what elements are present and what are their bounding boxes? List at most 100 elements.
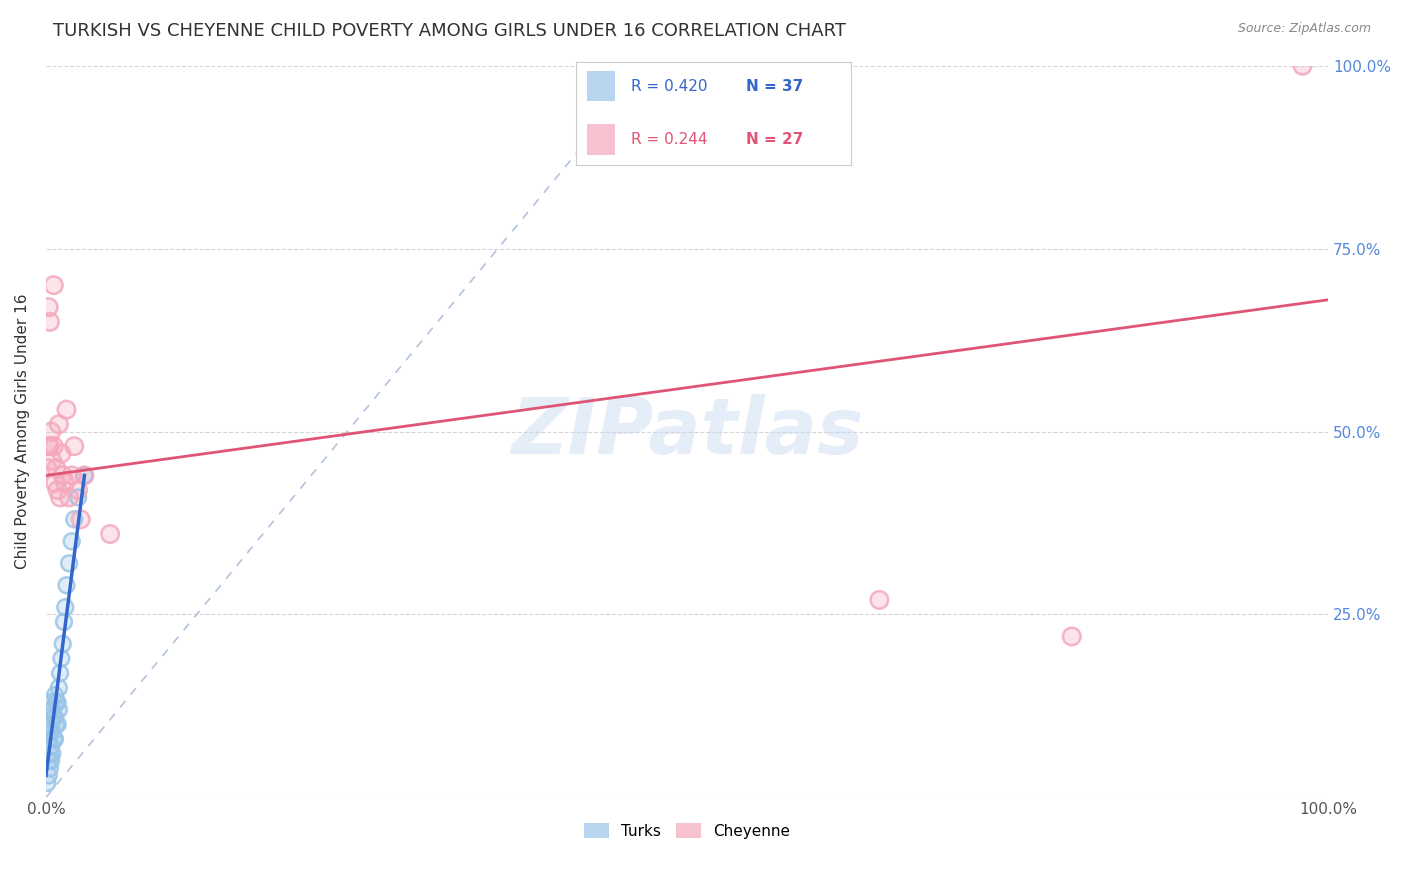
Point xyxy=(41,724,63,739)
Point xyxy=(868,592,890,607)
Point xyxy=(66,491,89,505)
Point xyxy=(55,578,77,592)
Point xyxy=(38,315,60,329)
Point xyxy=(48,681,70,695)
Point xyxy=(46,695,69,709)
Point xyxy=(42,439,65,453)
Point xyxy=(38,300,60,314)
Point xyxy=(51,651,73,665)
Point xyxy=(49,491,72,505)
Point xyxy=(42,439,65,453)
Point xyxy=(63,439,86,453)
Point xyxy=(41,703,63,717)
Point xyxy=(39,695,62,709)
Point xyxy=(58,556,80,570)
Point xyxy=(60,468,83,483)
Point xyxy=(66,483,89,497)
Point xyxy=(48,703,70,717)
Point xyxy=(48,417,70,432)
Point xyxy=(44,731,66,746)
Point xyxy=(37,461,59,475)
FancyBboxPatch shape xyxy=(588,124,614,155)
Point xyxy=(58,556,80,570)
Point xyxy=(53,600,76,615)
Point xyxy=(69,512,91,526)
Legend: Turks, Cheyenne: Turks, Cheyenne xyxy=(578,817,796,845)
Point xyxy=(98,527,121,541)
Point xyxy=(45,461,67,475)
FancyBboxPatch shape xyxy=(588,70,614,102)
Point xyxy=(38,724,60,739)
Point xyxy=(44,688,66,702)
Point xyxy=(39,739,62,754)
Point xyxy=(45,717,67,731)
Point xyxy=(73,468,96,483)
Point xyxy=(41,747,63,761)
Point xyxy=(55,402,77,417)
Point xyxy=(42,731,65,746)
Point xyxy=(39,425,62,439)
Point xyxy=(42,710,65,724)
Point xyxy=(39,754,62,768)
Text: TURKISH VS CHEYENNE CHILD POVERTY AMONG GIRLS UNDER 16 CORRELATION CHART: TURKISH VS CHEYENNE CHILD POVERTY AMONG … xyxy=(53,22,846,40)
Point xyxy=(73,468,96,483)
Point xyxy=(39,425,62,439)
Point xyxy=(38,300,60,314)
Text: Source: ZipAtlas.com: Source: ZipAtlas.com xyxy=(1237,22,1371,36)
Point xyxy=(49,666,72,681)
Text: ZIPatlas: ZIPatlas xyxy=(510,393,863,469)
Point xyxy=(48,417,70,432)
Point xyxy=(42,710,65,724)
Point xyxy=(39,717,62,731)
Point xyxy=(42,278,65,293)
Point xyxy=(60,534,83,549)
Point xyxy=(53,600,76,615)
Point xyxy=(45,695,67,709)
Point xyxy=(38,768,60,782)
Point xyxy=(60,468,83,483)
Point xyxy=(52,468,75,483)
Point xyxy=(45,695,67,709)
Point xyxy=(69,512,91,526)
Point xyxy=(38,761,60,775)
Point xyxy=(46,483,69,497)
Point xyxy=(38,761,60,775)
Point xyxy=(46,717,69,731)
Point xyxy=(38,439,60,453)
Point xyxy=(38,439,60,453)
Point xyxy=(58,491,80,505)
Point xyxy=(41,724,63,739)
Point xyxy=(46,717,69,731)
Point xyxy=(38,731,60,746)
Point xyxy=(1060,629,1083,643)
Text: N = 37: N = 37 xyxy=(747,78,804,94)
Point xyxy=(38,747,60,761)
Point xyxy=(45,717,67,731)
Point xyxy=(98,527,121,541)
Point xyxy=(49,666,72,681)
Point xyxy=(51,651,73,665)
Point xyxy=(39,754,62,768)
Point xyxy=(38,315,60,329)
Text: R = 0.420: R = 0.420 xyxy=(631,78,707,94)
Point xyxy=(44,475,66,490)
Point xyxy=(48,703,70,717)
Point xyxy=(51,446,73,460)
Point xyxy=(45,461,67,475)
Point xyxy=(41,747,63,761)
Point xyxy=(55,578,77,592)
Point xyxy=(73,468,96,483)
Point xyxy=(49,491,72,505)
Point xyxy=(41,703,63,717)
Point xyxy=(38,439,60,453)
Point xyxy=(63,439,86,453)
Point xyxy=(42,278,65,293)
Point xyxy=(58,491,80,505)
Point xyxy=(63,512,86,526)
Point xyxy=(39,717,62,731)
Point xyxy=(868,592,890,607)
Point xyxy=(38,768,60,782)
Point xyxy=(55,402,77,417)
Point xyxy=(41,454,63,468)
Point xyxy=(39,695,62,709)
